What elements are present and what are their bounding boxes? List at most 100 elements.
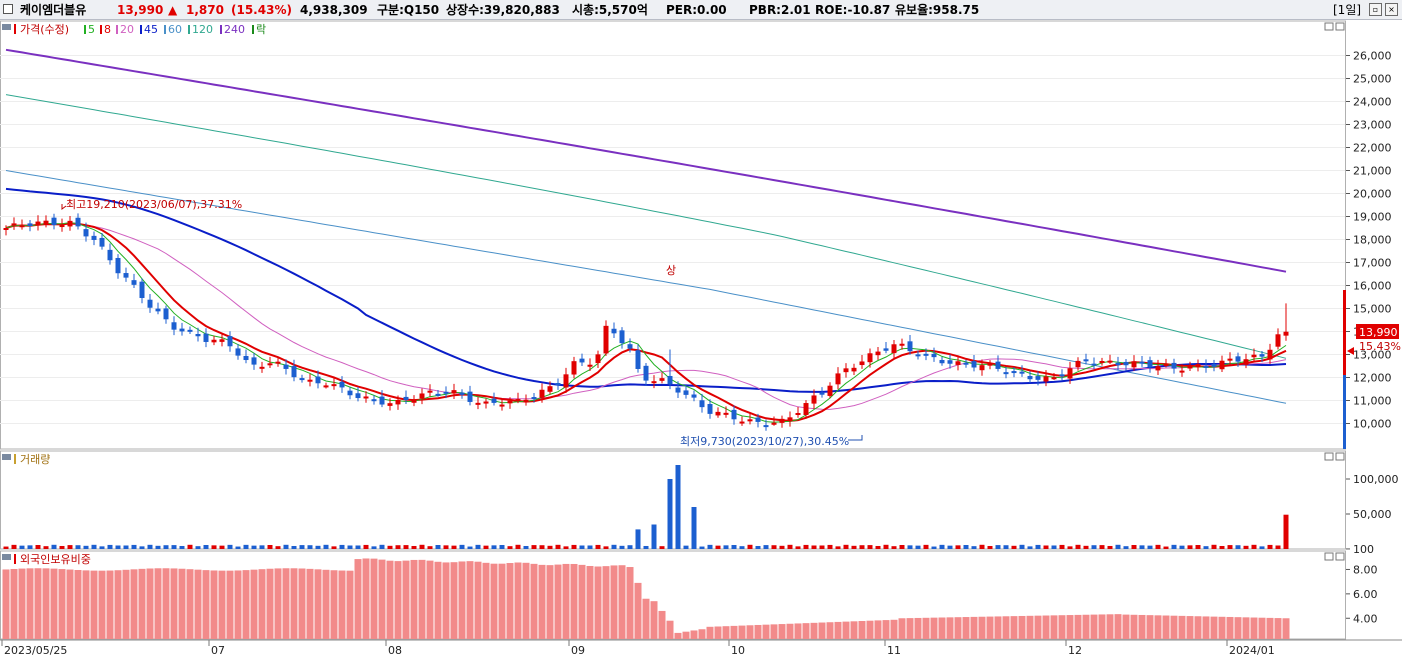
legend-foreign: 외국인보유비중 <box>20 553 91 566</box>
ma60-line <box>5 170 1287 404</box>
candle-body <box>219 339 225 342</box>
candle-body <box>587 364 593 367</box>
candle-body <box>11 223 17 226</box>
candle-body <box>259 366 265 369</box>
candle-body <box>651 381 657 384</box>
candle-body <box>1203 365 1209 368</box>
volume-bar <box>515 544 521 549</box>
candle-body <box>979 365 985 371</box>
foreign-bar <box>58 569 66 639</box>
candle-body <box>875 351 881 356</box>
price-candles <box>3 213 1289 431</box>
panel-minimize-icon[interactable] <box>1324 552 1334 561</box>
x-tick-label: 11 <box>887 644 901 657</box>
candle-body <box>555 382 561 386</box>
volume-bar <box>1251 544 1257 549</box>
candle-body <box>1131 361 1137 368</box>
foreign-bar <box>1130 614 1138 639</box>
candle-body <box>603 325 609 354</box>
volume-bar <box>379 544 385 549</box>
foreign-bar <box>250 569 258 639</box>
foreign-bar <box>130 569 138 639</box>
volume-bar <box>995 545 1001 549</box>
foreign-bar <box>378 559 386 639</box>
panel-close-icon[interactable] <box>1335 452 1345 461</box>
volume-bar <box>899 545 905 549</box>
volume-bar <box>611 544 617 549</box>
foreign-bar <box>1090 614 1098 639</box>
foreign-bar <box>1010 616 1018 639</box>
panel-menu-icon[interactable] <box>2 454 11 460</box>
candle-body <box>787 417 793 422</box>
foreign-bar <box>914 617 922 639</box>
listed-shares: 상장수:39,820,883 <box>446 3 560 17</box>
foreign-bar <box>82 570 90 639</box>
foreign-bar <box>394 561 402 639</box>
foreign-bar <box>10 568 18 639</box>
volume-bar <box>243 544 249 549</box>
foreign-bar <box>730 625 738 639</box>
volume-bar <box>747 544 753 549</box>
volume-bar <box>307 545 313 549</box>
foreign-bar <box>722 626 730 639</box>
volume-bar <box>691 507 697 549</box>
close-icon[interactable]: × <box>1385 3 1398 16</box>
legend-volume-marker <box>14 454 16 464</box>
foreign-bar <box>1282 618 1290 639</box>
volume-bar <box>539 545 545 549</box>
foreign-bar <box>1210 616 1218 639</box>
title-bar: 케이엠더블유 13,990 ▲ 1,870 (15.43%) 4,938,309… <box>0 0 1402 20</box>
volume-bar <box>363 544 369 549</box>
volume-bar <box>563 546 569 549</box>
volume-bar <box>555 544 561 549</box>
roe-value: ROE:-10.87 <box>815 3 891 17</box>
candle-body <box>691 394 697 398</box>
volume-bar <box>1219 545 1225 549</box>
volume-bar <box>195 546 201 549</box>
candle-body <box>835 373 841 385</box>
volume-bar <box>659 546 665 549</box>
volume-bar <box>291 545 297 549</box>
panel-close-icon[interactable] <box>1335 22 1345 31</box>
candle-body <box>227 336 233 347</box>
volume-bar <box>1195 545 1201 549</box>
foreign-bar <box>626 567 634 639</box>
foreign-bar <box>1194 616 1202 639</box>
candle-body <box>531 397 537 400</box>
volume-bar <box>595 544 601 549</box>
foreign-bar <box>698 629 706 639</box>
x-tick-label: 12 <box>1068 644 1082 657</box>
candle-body <box>1083 359 1089 362</box>
period-selector[interactable]: [1일] <box>1333 3 1362 17</box>
panel-menu-icon[interactable] <box>2 24 11 30</box>
volume-bar <box>715 545 721 549</box>
candle-body <box>699 400 705 408</box>
panel-menu-icon[interactable] <box>2 554 11 560</box>
volume-bar <box>75 545 81 549</box>
legend-foreign-marker <box>14 554 16 564</box>
candle-body <box>283 364 289 369</box>
foreign-bar <box>194 569 202 639</box>
restore-icon[interactable]: ▫ <box>1369 3 1382 16</box>
panel-minimize-icon[interactable] <box>1324 22 1334 31</box>
volume-bar <box>427 546 433 549</box>
volume-bar <box>891 546 897 549</box>
chart-canvas[interactable]: 가격(수정) 5 8 20 45 60 120 240 락 거래량 외국인보유비중 10,00… <box>0 20 1402 660</box>
foreign-bar <box>794 623 802 639</box>
y-tick-label: 11,000 <box>1353 395 1392 408</box>
volume-bar <box>395 545 401 549</box>
volume-bar <box>1075 544 1081 549</box>
foreign-bar <box>66 569 74 639</box>
panel-minimize-icon[interactable] <box>1324 452 1334 461</box>
volume-bar <box>667 479 673 549</box>
candle-body <box>1011 371 1017 374</box>
foreign-bar <box>922 617 930 639</box>
candle-body <box>1123 361 1129 366</box>
volume-bar <box>235 546 241 549</box>
volume-bar <box>603 546 609 549</box>
foreign-bar <box>530 563 538 639</box>
panel-close-icon[interactable] <box>1335 552 1345 561</box>
volume-bar <box>483 545 489 549</box>
volume-bar <box>755 545 761 549</box>
candle-body <box>411 399 417 403</box>
